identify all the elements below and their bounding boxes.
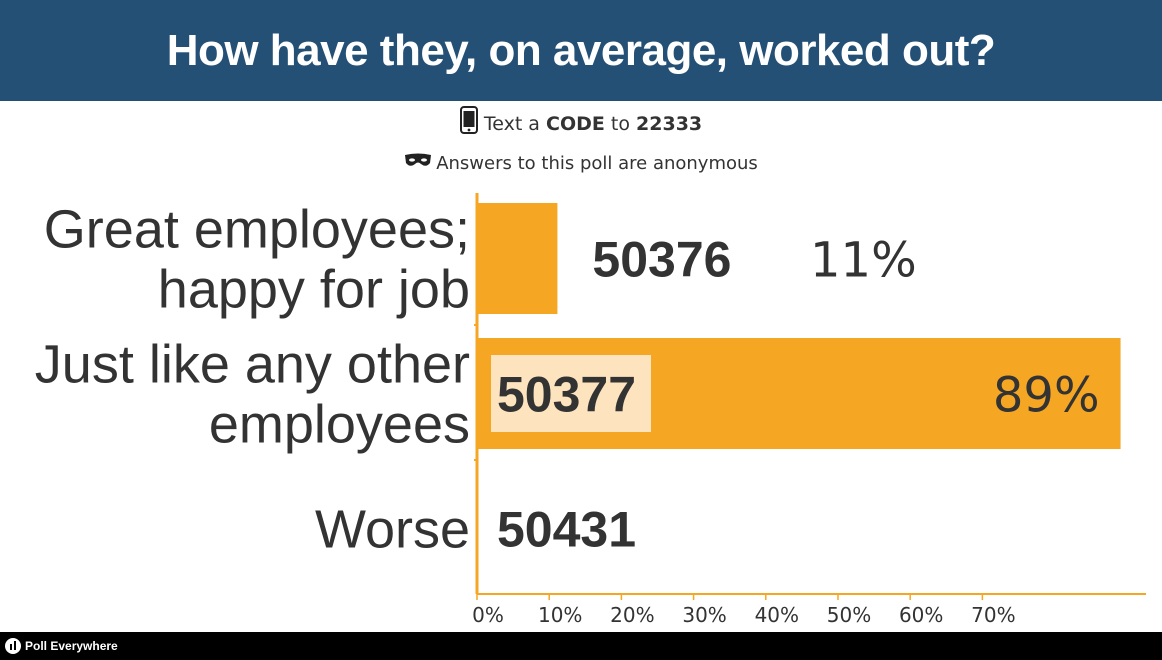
x-tick-label: 70% xyxy=(971,603,1015,627)
phone-icon xyxy=(459,106,478,143)
percentage-label: 89% xyxy=(993,368,1100,424)
poll-title: How have they, on average, worked out? xyxy=(166,25,996,75)
instr-to-word: to xyxy=(610,113,630,135)
poll-everywhere-logo-icon xyxy=(5,638,21,654)
x-tick-label: 30% xyxy=(682,603,726,627)
category-label: Just like any other xyxy=(35,334,470,394)
x-tick-label: 40% xyxy=(755,603,799,627)
x-tick-label: 50% xyxy=(827,603,871,627)
code-highlight-box xyxy=(491,355,651,432)
response-code: 50376 xyxy=(592,232,731,288)
response-code: 50431 xyxy=(497,502,636,558)
response-code: 50377 xyxy=(497,367,636,423)
category-label: happy for job xyxy=(158,259,470,319)
anonymous-text: Answers to this poll are anonymous xyxy=(436,153,758,174)
bar xyxy=(478,203,558,314)
x-tick-label: 0% xyxy=(472,603,504,627)
anonymous-notice: Answers to this poll are anonymous xyxy=(0,150,1162,178)
mask-icon xyxy=(404,150,432,178)
footer-bar: Poll Everywhere xyxy=(0,632,1162,660)
x-tick-label: 10% xyxy=(538,603,582,627)
category-label: Worse xyxy=(315,499,470,559)
poll-header: How have they, on average, worked out? xyxy=(0,0,1162,101)
text-instructions: Text a CODE to 22333 xyxy=(0,106,1162,136)
instr-prefix: Text a xyxy=(483,113,540,135)
x-tick-label: 20% xyxy=(610,603,654,627)
instr-number: 22333 xyxy=(636,113,703,135)
percentage-label: 11% xyxy=(810,233,917,289)
category-label: Great employees; xyxy=(44,199,470,259)
instr-code-word: CODE xyxy=(546,113,605,135)
footer-brand: Poll Everywhere xyxy=(25,639,118,653)
x-tick-label: 60% xyxy=(899,603,943,627)
category-label: employees xyxy=(209,394,470,454)
poll-bar-chart: 0% 10% 20% 30% 40% 50% 60% 70% Great employees;h… xyxy=(35,193,1146,627)
